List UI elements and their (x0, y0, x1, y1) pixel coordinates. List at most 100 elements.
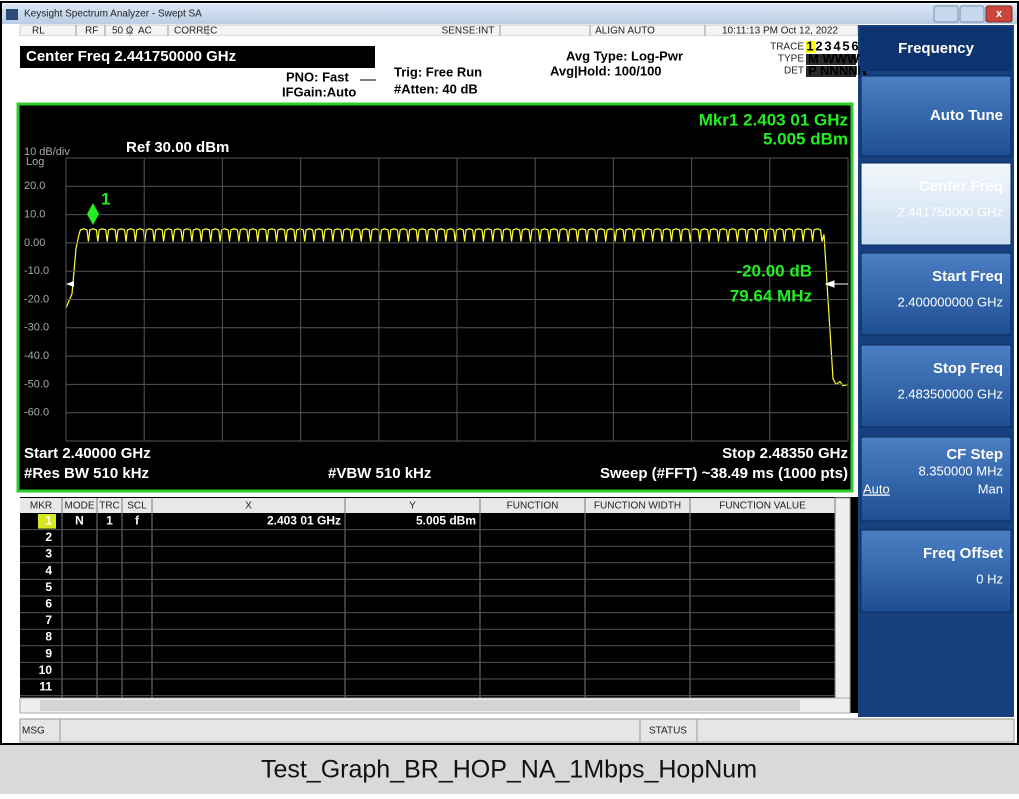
trace-num: 4 (833, 38, 841, 53)
trace (65, 228, 849, 387)
avg-type: Avg Type: Log-Pwr (566, 48, 683, 63)
v-scrollbar[interactable] (834, 497, 851, 699)
ref: Ref 30.00 dBm (126, 139, 229, 156)
trace-num: 3 (824, 38, 831, 53)
cell: 3 (45, 547, 52, 561)
y-label: 20.0 (24, 180, 45, 192)
cell: 9 (45, 646, 52, 660)
title-bar (2, 4, 1017, 24)
cell: 11 (39, 679, 52, 693)
softkey-label: CF Step (946, 446, 1003, 463)
trace-num: 1 (806, 38, 813, 53)
column-header: Y (409, 501, 416, 512)
y-label: 0.00 (24, 237, 45, 249)
softkey-title: Frequency (898, 40, 975, 57)
rbw: #Res BW 510 kHz (24, 465, 149, 482)
softkey-label: Center Freq (919, 178, 1003, 195)
trace-layer (65, 228, 849, 387)
softkey-button[interactable] (860, 162, 1012, 246)
center-freq: Center Freq 2.441750000 GHz (26, 48, 236, 65)
annotation: -20.00 dB (736, 261, 812, 280)
pno: PNO: Fast (286, 69, 350, 84)
cell: 8 (45, 630, 52, 644)
trace-num: 6 (851, 38, 858, 53)
y-label: -30.0 (24, 322, 49, 334)
softkey-label: Stop Freq (933, 360, 1003, 377)
cell: 2 (45, 530, 52, 544)
trace-highlight (806, 41, 815, 53)
status-item: 50 Ω (112, 26, 134, 37)
status-item: AC (138, 26, 152, 37)
column-header: MODE (65, 501, 95, 512)
y-label: -60.0 (24, 407, 49, 419)
softkey-option: Auto (863, 481, 890, 496)
close-button[interactable] (985, 5, 1013, 23)
marker-table (20, 497, 858, 713)
scale: 10 dB/div (24, 146, 70, 158)
y-label: -10.0 (24, 265, 49, 277)
det-label: DET (784, 66, 804, 77)
marker-label: 1 (101, 189, 110, 208)
det-bg (806, 66, 856, 77)
message-bar (19, 718, 1015, 743)
cell: 6 (45, 596, 52, 610)
table-header (20, 498, 835, 513)
graph-area (16, 102, 854, 493)
window-title: Keysight Spectrum Analyzer - Swept SA (24, 9, 202, 20)
softkey-button[interactable] (860, 344, 1012, 428)
status-item: CORREC (174, 26, 217, 37)
avg-hold: Avg|Hold: 100/100 (550, 63, 662, 78)
cell: 1 (106, 513, 113, 527)
cell: 2.403 01 GHz (267, 513, 341, 527)
trace-num: 2 (815, 38, 822, 53)
ndb-arrow-left (66, 281, 74, 287)
vbw: #VBW 510 kHz (328, 465, 431, 482)
cell: f (135, 513, 140, 527)
minimize-button[interactable] (933, 5, 959, 23)
cell: N (75, 513, 84, 527)
h-scroll-thumb[interactable] (40, 700, 800, 711)
caption: Test_Graph_BR_HOP_NA_1Mbps_HopNum (261, 756, 757, 784)
start-freq: Start 2.40000 GHz (24, 445, 151, 462)
marker-level: 5.005 dBm (763, 129, 848, 148)
column-header: SCL (127, 501, 147, 512)
maximize-button[interactable] (959, 5, 985, 23)
marker-diamond (87, 203, 99, 225)
atten: #Atten: 40 dB (394, 81, 478, 96)
app-icon (6, 9, 18, 20)
ndb-arrow-right (824, 280, 848, 288)
column-header: MKR (30, 501, 52, 512)
status-label: STATUS (649, 726, 687, 737)
softkey-button[interactable] (860, 75, 1012, 157)
close-icon: x (996, 8, 1003, 20)
y-label: 10.0 (24, 209, 45, 221)
column-header: X (245, 501, 252, 512)
det-value: P NNNNN (808, 63, 867, 78)
softkey-value: 2.483500000 GHz (897, 386, 1003, 401)
marker-readout: Mkr1 2.403 01 GHz (699, 110, 848, 129)
softkey-button[interactable] (860, 252, 1012, 336)
status-item: ALIGN AUTO (595, 26, 655, 37)
type-label: TYPE (778, 54, 804, 65)
cell: 5.005 dBm (416, 513, 476, 527)
softkey-value: 2.400000000 GHz (897, 294, 1003, 309)
y-label: -20.0 (24, 293, 49, 305)
caption-area (0, 745, 1019, 794)
softkey-button[interactable] (860, 436, 1012, 522)
type-bg (806, 54, 856, 65)
cell: 1 (45, 513, 52, 527)
softkey-button[interactable] (860, 529, 1012, 613)
status-item: 10:11:13 PM Oct 12, 2022 (722, 26, 838, 37)
cell: 5 (45, 580, 52, 594)
trace-label: TRACE (770, 42, 804, 53)
annotation: 79.64 MHz (730, 286, 812, 305)
trig: Trig: Free Run (394, 64, 482, 79)
status-item: RF (85, 26, 98, 37)
column-header: TRC (99, 501, 120, 512)
softkey-value: 8.350000 MHz (918, 463, 1003, 478)
softkey-label: Start Freq (932, 268, 1003, 285)
msg-label: MSG (22, 726, 45, 737)
softkey-value: 2.441750000 GHz (897, 204, 1003, 219)
sweep: Sweep (#FFT) ~38.49 ms (1000 pts) (600, 465, 848, 482)
